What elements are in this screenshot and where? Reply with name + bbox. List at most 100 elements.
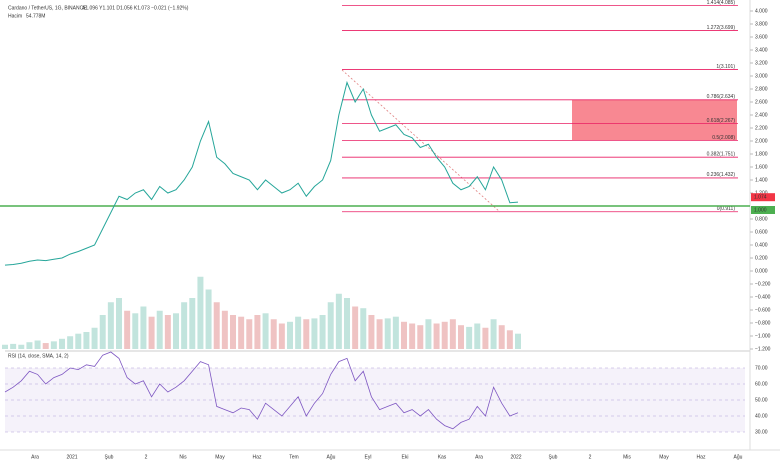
- rsi-tick-label: 70.00: [755, 365, 768, 371]
- y-tick-label: 2.200: [755, 125, 768, 131]
- x-tick-label: 2022: [510, 454, 521, 460]
- volume-bar: [262, 313, 269, 349]
- y-tick-label: 0.800: [755, 216, 768, 222]
- price-line: [4, 80, 519, 266]
- volume-bar: [205, 289, 212, 349]
- volume-bar: [319, 315, 326, 349]
- volume-bar: [83, 332, 90, 349]
- fib-label: 0.618(2.267): [707, 118, 736, 124]
- x-tick-label: May: [215, 454, 225, 460]
- x-tick-label: Şub: [105, 454, 114, 460]
- y-tick-label: 0.400: [755, 242, 768, 248]
- volume-bar: [287, 321, 293, 349]
- volume-bar: [42, 343, 49, 349]
- volume-bar: [238, 316, 245, 349]
- volume-bar: [474, 323, 481, 349]
- price-box-label: 1.074: [754, 195, 767, 201]
- volume-bar: [18, 344, 25, 349]
- volume-bar: [213, 302, 220, 349]
- y-tick-label: 2.800: [755, 86, 768, 92]
- y-tick-label: −1.000: [755, 333, 771, 339]
- volume-bar: [148, 316, 155, 349]
- volume-bar: [482, 327, 489, 349]
- rsi-title: RSI (14, close, SMA, 14, 2): [8, 353, 69, 359]
- zone: [572, 100, 737, 140]
- volume-bar: [50, 341, 57, 349]
- volume-bar: [458, 325, 464, 349]
- x-tick-label: Haz: [697, 454, 706, 460]
- volume-bar: [278, 323, 285, 349]
- y-tick-label: 3.400: [755, 47, 768, 53]
- x-tick-label: 2: [589, 454, 592, 460]
- volume-bar: [254, 315, 261, 349]
- x-tick-label: Kas: [438, 454, 447, 460]
- x-tick-label: Şub: [549, 454, 558, 460]
- trend-line: [341, 69, 501, 213]
- volume-bar: [392, 316, 399, 349]
- volume-bar: [506, 330, 513, 349]
- volume-bar: [173, 313, 179, 349]
- volume-bar: [10, 343, 17, 349]
- volume-bar: [425, 319, 432, 349]
- x-tick-label: Ağu: [734, 454, 743, 460]
- volume-bar: [246, 319, 253, 349]
- volume-bar: [376, 319, 383, 349]
- y-tick-label: 1.400: [755, 177, 768, 183]
- volume-bar: [327, 302, 334, 349]
- x-tick-label: Eki: [402, 454, 409, 460]
- volume-value: 54.778M: [26, 13, 45, 19]
- volume-bar: [368, 315, 375, 349]
- volume-bar: [360, 308, 367, 349]
- x-tick-label: 2021: [66, 454, 77, 460]
- volume-bar: [230, 315, 236, 349]
- y-tick-label: 3.800: [755, 21, 768, 27]
- fib-label: 0.236(1.432): [707, 172, 736, 178]
- y-tick-label: 0.000: [755, 268, 768, 274]
- x-tick-label: Mis: [623, 454, 631, 460]
- y-tick-label: 1.600: [755, 164, 768, 170]
- volume-bar: [352, 306, 359, 349]
- volume-bar: [132, 313, 139, 349]
- volume-bar: [401, 321, 407, 349]
- volume-bar: [433, 323, 440, 349]
- chart-title: Cardano / TetherUS, 1G, BINANCE: [8, 5, 87, 11]
- volume-bar: [417, 325, 424, 349]
- volume-bar: [303, 319, 310, 349]
- x-tick-label: Haz: [253, 454, 262, 460]
- volume-bar: [295, 316, 302, 349]
- volume-bar: [2, 344, 8, 349]
- volume-bar: [221, 310, 228, 349]
- y-tick-label: −0.400: [755, 294, 771, 300]
- y-tick-label: 1.800: [755, 151, 768, 157]
- volume-bar: [107, 302, 114, 349]
- price-box: [751, 206, 775, 214]
- rsi-tick-label: 40.00: [755, 413, 768, 419]
- x-tick-label: Tem: [289, 454, 298, 460]
- volume-bar: [384, 318, 391, 349]
- volume-bar: [91, 327, 98, 349]
- y-tick-label: 2.600: [755, 99, 768, 105]
- rsi-line: [4, 351, 519, 430]
- fib-label: 1.414(4.085): [707, 0, 736, 6]
- y-tick-label: −0.600: [755, 307, 771, 313]
- volume-bar: [164, 315, 171, 349]
- y-tick-label: 0.200: [755, 255, 768, 261]
- volume-bar: [189, 298, 196, 349]
- fib-label: 0.382(1.751): [707, 152, 736, 158]
- ohlc: A1.096 Y1.101 D1.056 K1.073 −0.021 (−1.9…: [82, 5, 189, 11]
- y-tick-label: −0.200: [755, 281, 771, 287]
- volume-bar: [156, 310, 163, 349]
- x-tick-label: May: [659, 454, 669, 460]
- volume-bar: [181, 302, 188, 349]
- volume-bar: [270, 319, 277, 349]
- volume-bar: [490, 319, 497, 349]
- x-tick-label: 2: [145, 454, 148, 460]
- volume-bar: [197, 276, 204, 349]
- volume-bar: [344, 298, 350, 349]
- y-tick-label: 3.000: [755, 73, 768, 79]
- volume-bar: [335, 293, 342, 349]
- volume-bar: [116, 298, 122, 349]
- volume-bar: [99, 315, 106, 349]
